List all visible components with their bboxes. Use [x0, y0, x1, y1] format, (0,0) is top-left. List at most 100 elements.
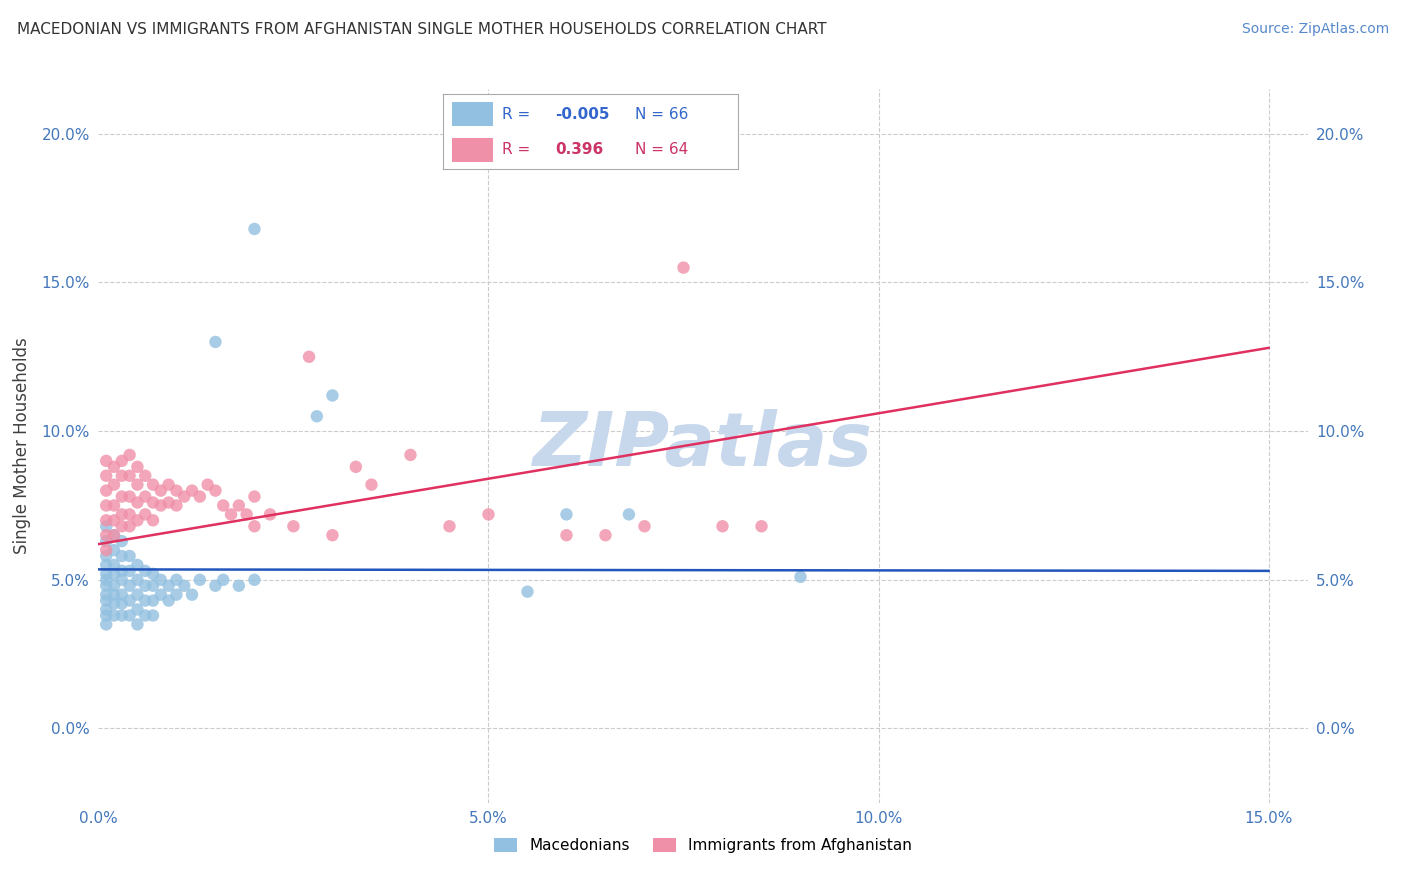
Bar [451, 102, 494, 127]
Point [157, 495, 180, 509]
Point [165, 573, 187, 587]
Point [283, 519, 305, 533]
Point [134, 490, 156, 504]
Point [96, 566, 118, 581]
Point [197, 477, 219, 491]
Point [103, 608, 125, 623]
Point [118, 519, 141, 533]
Point [96, 549, 118, 563]
Point [149, 499, 172, 513]
Point [111, 468, 134, 483]
Point [111, 573, 134, 587]
Point [142, 579, 165, 593]
Point [111, 588, 134, 602]
Point [103, 528, 125, 542]
Point [439, 519, 461, 533]
Text: N = 64: N = 64 [636, 142, 688, 157]
Point [149, 573, 172, 587]
Point [157, 593, 180, 607]
Point [111, 564, 134, 578]
Point [118, 490, 141, 504]
Point [96, 593, 118, 607]
Text: R =: R = [502, 107, 530, 121]
Point [96, 588, 118, 602]
Point [96, 608, 118, 623]
Point [111, 549, 134, 563]
Point [103, 499, 125, 513]
Point [134, 579, 156, 593]
Point [188, 573, 211, 587]
Point [165, 483, 187, 498]
Point [96, 534, 118, 549]
Point [399, 448, 422, 462]
Point [173, 579, 195, 593]
Point [118, 593, 141, 607]
Point [477, 508, 499, 522]
Point [228, 499, 250, 513]
Text: ZIPatlas: ZIPatlas [533, 409, 873, 483]
Point [321, 528, 343, 542]
Point [188, 490, 211, 504]
Point [243, 573, 266, 587]
Text: -0.005: -0.005 [555, 107, 610, 121]
Point [134, 593, 156, 607]
Point [134, 564, 156, 578]
Point [96, 602, 118, 616]
Point [204, 334, 226, 349]
Point [149, 588, 172, 602]
Point [111, 534, 134, 549]
Point [149, 483, 172, 498]
Point [127, 602, 149, 616]
Point [212, 499, 235, 513]
Point [305, 409, 328, 424]
Point [118, 579, 141, 593]
Legend: Macedonians, Immigrants from Afghanistan: Macedonians, Immigrants from Afghanistan [488, 832, 918, 859]
Bar [451, 137, 494, 161]
Point [96, 454, 118, 468]
Point [617, 508, 640, 522]
Point [212, 573, 235, 587]
Point [344, 459, 367, 474]
Text: Source: ZipAtlas.com: Source: ZipAtlas.com [1241, 22, 1389, 37]
Point [181, 588, 204, 602]
Point [219, 508, 242, 522]
Point [103, 566, 125, 581]
Point [516, 584, 538, 599]
Point [118, 608, 141, 623]
Point [118, 564, 141, 578]
Point [111, 490, 134, 504]
Point [111, 519, 134, 533]
Point [103, 588, 125, 602]
Point [96, 513, 118, 527]
Point [127, 477, 149, 491]
Point [555, 528, 578, 542]
Point [243, 222, 266, 236]
Point [751, 519, 773, 533]
Point [103, 597, 125, 611]
Point [127, 513, 149, 527]
Point [181, 483, 204, 498]
Point [96, 617, 118, 632]
Point [127, 495, 149, 509]
Point [360, 477, 382, 491]
Point [165, 499, 187, 513]
Text: N = 66: N = 66 [636, 107, 688, 121]
Point [111, 608, 134, 623]
Text: MACEDONIAN VS IMMIGRANTS FROM AFGHANISTAN SINGLE MOTHER HOUSEHOLDS CORRELATION C: MACEDONIAN VS IMMIGRANTS FROM AFGHANISTA… [17, 22, 827, 37]
Point [134, 508, 156, 522]
Point [173, 490, 195, 504]
Point [633, 519, 655, 533]
Point [595, 528, 617, 542]
Point [103, 579, 125, 593]
Point [142, 495, 165, 509]
Point [228, 579, 250, 593]
Point [165, 588, 187, 602]
Point [243, 519, 266, 533]
Point [157, 477, 180, 491]
Point [127, 588, 149, 602]
Point [134, 608, 156, 623]
Point [118, 508, 141, 522]
Point [103, 459, 125, 474]
Point [555, 508, 578, 522]
Point [134, 468, 156, 483]
